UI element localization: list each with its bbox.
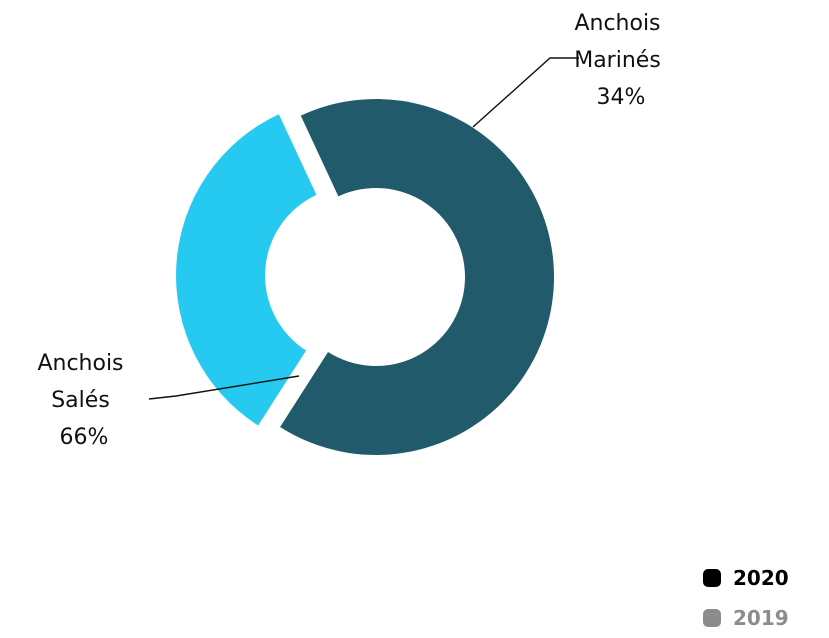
slice-anchois-sal-s[interactable]: [280, 98, 555, 456]
leader-lines-group: [148, 57, 579, 400]
legend: 2020 2019: [703, 558, 823, 638]
legend-label-2019: 2019: [733, 606, 789, 630]
slice-anchois-marin-s[interactable]: [176, 114, 317, 426]
leader-line-anchois-marin-s: [472, 57, 579, 128]
legend-item-2019[interactable]: 2019: [703, 598, 823, 638]
label-anchois-sales: Anchois Salés 66%: [37, 351, 130, 450]
label-anchois-marines: Anchois Marinés 34%: [574, 11, 668, 110]
leader-line-anchois-sal-s: [148, 375, 300, 400]
legend-label-2020: 2020: [733, 566, 789, 590]
slices-group: [176, 98, 555, 456]
legend-swatch-2019: [703, 609, 721, 627]
legend-item-2020[interactable]: 2020: [703, 558, 823, 598]
legend-swatch-2020: [703, 569, 721, 587]
